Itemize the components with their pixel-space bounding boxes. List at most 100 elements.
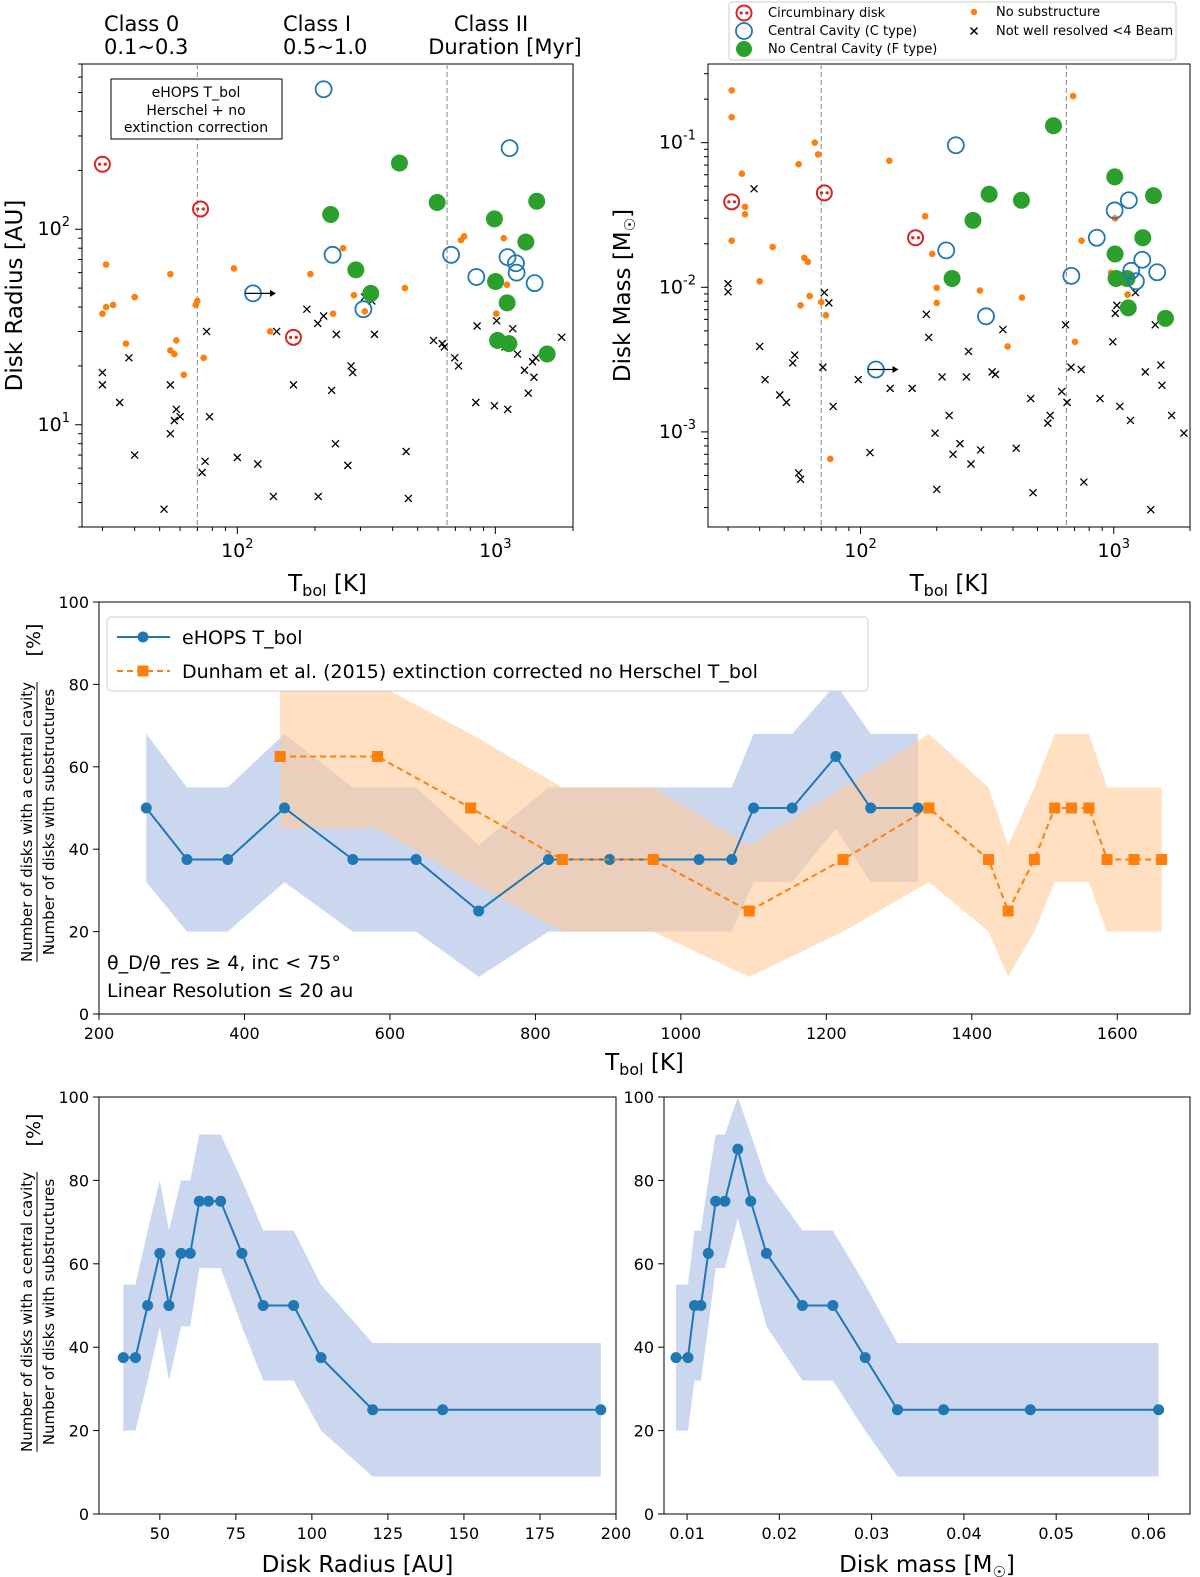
cavity-marker <box>1133 250 1152 269</box>
unresolved-marker <box>524 389 533 398</box>
cavity-marker <box>507 263 526 282</box>
unresolved-marker <box>327 386 336 395</box>
no-substructure-marker <box>307 270 314 278</box>
y-tick-label: 60 <box>69 1255 89 1274</box>
axes-frame <box>663 1096 1191 1515</box>
circumbinary-dot <box>196 207 200 211</box>
x-tick-label: 1600 <box>1097 1024 1138 1043</box>
no-substructure-marker <box>460 233 468 240</box>
unresolved-marker <box>866 448 874 457</box>
data-point-circle <box>748 802 760 814</box>
cavity-marker <box>1127 272 1145 291</box>
legend-mid: eHOPS T_bol Dunham et al. (2015) extinct… <box>106 616 869 692</box>
no-substructure-marker <box>756 278 763 285</box>
y-tick-label: 101 <box>38 411 70 436</box>
no-substructure-marker <box>266 328 274 335</box>
no-cavity-marker <box>964 211 982 229</box>
no-substructure-marker <box>361 308 369 315</box>
no-substructure-marker <box>728 87 735 94</box>
data-point-circle <box>473 905 485 917</box>
cavity-marker <box>314 80 333 99</box>
unresolved-marker <box>130 451 139 460</box>
legend-no-substructure-marker <box>970 8 978 16</box>
no-cavity-marker <box>1156 309 1174 327</box>
unresolved-marker <box>1108 337 1117 346</box>
y-tick-label: 80 <box>69 1171 89 1190</box>
no-substructure-marker <box>122 340 130 347</box>
data-point-circle <box>710 1195 722 1207</box>
unresolved-marker <box>1096 394 1105 403</box>
no-substructure-marker <box>933 284 941 292</box>
cavity-marker <box>1087 228 1106 247</box>
data-point-circle <box>117 1352 129 1364</box>
unresolved-marker <box>503 405 512 414</box>
unresolved-marker <box>1146 505 1155 514</box>
unresolved-marker <box>370 330 379 339</box>
x-axis-label: Disk mass [M☉] <box>839 1552 1015 1577</box>
linear-resolution: Linear Resolution ≤ 20 au <box>107 980 353 1002</box>
uncertainty-band-1 <box>280 684 1162 977</box>
cavity-marker <box>1105 201 1124 220</box>
no-cavity-marker <box>943 270 961 288</box>
unresolved-marker <box>886 384 895 393</box>
no-substructure-marker <box>886 157 893 165</box>
data-point-square <box>465 802 477 814</box>
unresolved-marker <box>966 460 975 468</box>
legend-circumbinary-marker <box>735 4 753 22</box>
no-cavity-marker <box>1144 187 1162 205</box>
legend-ehops-label: eHOPS T_bol <box>182 627 303 649</box>
no-substructure-marker <box>172 337 180 344</box>
unresolved-marker <box>302 305 311 314</box>
ehops-annotation-line-3: extinction correction <box>124 120 268 136</box>
no-substructure-marker <box>921 212 929 220</box>
bottom-ylabel-unit: [%] <box>23 1114 45 1147</box>
y-axis-label: Disk Mass [M☉] <box>610 209 639 382</box>
data-point-square <box>983 854 995 865</box>
legend-cavity-label: Central Cavity (C type) <box>768 24 917 39</box>
data-point-square <box>556 854 568 865</box>
data-point-circle <box>682 1352 694 1364</box>
unresolved-marker <box>1067 363 1075 372</box>
unresolved-marker <box>289 380 298 389</box>
unresolved-marker <box>172 405 181 414</box>
y-tick-label: 102 <box>38 215 70 240</box>
ehops-annotation-line-1: eHOPS T_bol <box>152 85 241 101</box>
legend-unresolved-label: Not well resolved <4 Beam <box>996 24 1173 39</box>
class-0-duration: 0.1~0.3 <box>104 35 188 59</box>
ehops-annotation-frame <box>110 78 283 140</box>
data-point-circle <box>154 1247 166 1259</box>
x-tick-label: 800 <box>520 1024 551 1043</box>
y-tick-label: 10-2 <box>659 273 696 298</box>
y-tick-label: 80 <box>69 675 89 694</box>
no-substructure-marker <box>769 243 776 251</box>
unresolved-marker <box>949 450 958 459</box>
data-point-circle <box>257 1300 269 1311</box>
no-substructure-marker <box>500 234 508 242</box>
data-point-square <box>923 802 935 814</box>
unresolved-marker <box>454 361 463 370</box>
circumbinary-dot <box>916 236 920 240</box>
unresolved-marker <box>492 316 501 325</box>
y-tick-label: 60 <box>634 1255 654 1274</box>
data-point-circle <box>140 802 152 814</box>
circumbinary-dot <box>294 335 298 339</box>
cavity-marker <box>323 245 342 264</box>
no-cavity-marker <box>428 194 446 212</box>
panel-radius-vs-tbol: 102 103 101 102 Tbol [K] Disk Radius [AU] <box>2 63 574 600</box>
data-point-circle <box>163 1300 175 1311</box>
x-tick-label: 0.03 <box>854 1524 890 1543</box>
no-cavity-marker <box>500 335 518 353</box>
uncertainty-band-0 <box>675 1097 1159 1477</box>
unresolved-marker <box>991 370 1000 379</box>
no-substructure-marker <box>795 160 802 168</box>
unresolved-marker <box>404 494 413 503</box>
legend-circumbinary-label: Circumbinary disk <box>768 6 886 21</box>
y-tick-label: 0 <box>644 1505 654 1524</box>
data-point-circle <box>604 854 616 865</box>
cavity-marker <box>1062 266 1081 285</box>
data-point-circle <box>184 1247 196 1259</box>
x-axis-label: Disk Radius [AU] <box>262 1552 454 1577</box>
bottom-ylabel-numerator: Number of disks with a central cavity <box>18 1172 36 1452</box>
circumbinary-dot <box>289 335 293 339</box>
cavity-marker <box>354 300 373 319</box>
